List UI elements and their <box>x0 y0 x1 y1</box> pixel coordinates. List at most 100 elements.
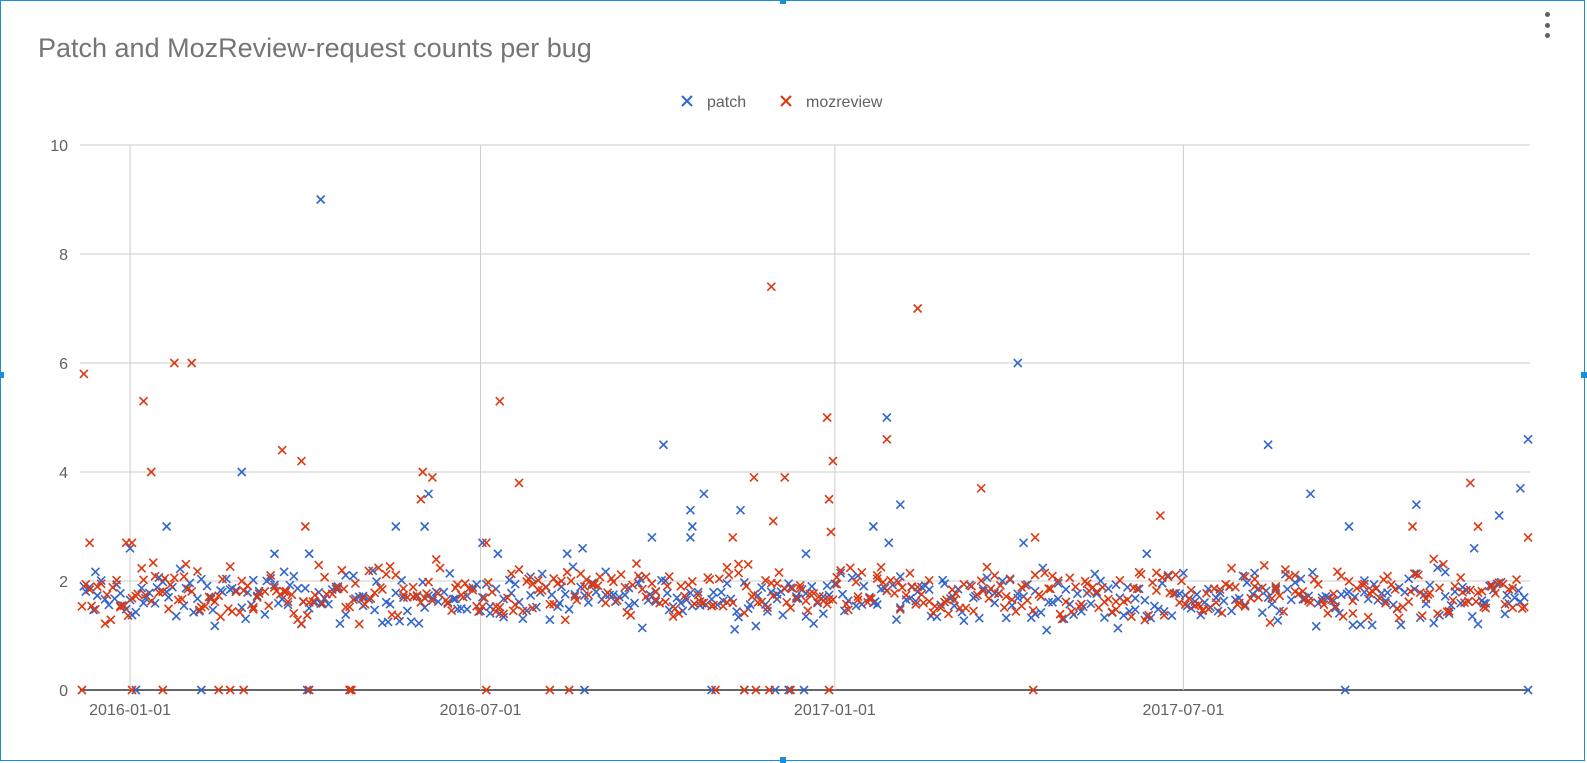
data-point[interactable]: mozreview 2017-11-22: 2.06 <box>1456 572 1466 583</box>
data-point[interactable]: mozreview 2017-10-03: 1.95 <box>1359 579 1369 589</box>
data-point[interactable]: patch 2016-07-16: 2.02 <box>504 575 514 585</box>
data-point[interactable]: patch 2016-02-10: 1.91 <box>202 581 212 591</box>
data-point[interactable]: mozreview 2017-02-13: 1.89 <box>913 582 923 592</box>
data-point[interactable]: mozreview 2016-01-22: 1.93 <box>165 580 176 590</box>
data-point[interactable]: patch 2017-05-28: 1.13 <box>1113 623 1123 633</box>
data-point[interactable]: mozreview 2016-04-10: 1.59 <box>318 598 328 609</box>
data-point[interactable]: mozreview 2016-06-22: 1.71 <box>458 592 468 602</box>
data-point[interactable]: mozreview 2016-02-17: 1.35 <box>216 612 226 622</box>
data-point[interactable]: patch 2016-06-02: 1.51 <box>420 603 430 613</box>
data-point[interactable]: mozreview 2017-06-30: 2.00 <box>1176 576 1187 586</box>
resize-handle-top[interactable] <box>780 0 786 4</box>
data-point[interactable]: mozreview 2017-01-15: 2.16 <box>857 567 867 577</box>
data-point[interactable]: mozreview 2017-06-23: 2.08 <box>1163 572 1173 582</box>
data-point[interactable]: mozreview 2016-03-20: 4.4 <box>277 445 287 455</box>
data-point[interactable]: mozreview 2017-03-28: 1.92 <box>995 580 1006 591</box>
data-point[interactable]: mozreview 2016-12-07: 1.61 <box>782 597 792 607</box>
data-point[interactable]: mozreview 2016-04-02: 1.37 <box>302 610 312 620</box>
data-point[interactable]: patch 2017-02-02: 1.29 <box>891 615 902 625</box>
data-point[interactable]: mozreview 2017-02-04: 1.48 <box>895 604 905 614</box>
data-point[interactable]: mozreview 2017-08-07: 2.04 <box>1250 574 1260 584</box>
data-point[interactable]: mozreview 2017-02-19: 2.01 <box>924 575 934 585</box>
data-point[interactable]: mozreview 2016-01-08: 2.02 <box>138 575 149 585</box>
data-point[interactable]: mozreview 2015-12-08: 5.8 <box>79 369 89 379</box>
data-point[interactable]: mozreview 2016-03-22: 1.81 <box>281 586 291 596</box>
data-point[interactable]: patch 2016-07-10: 2.5 <box>493 549 503 559</box>
data-point[interactable]: mozreview 2016-12-03: 2.15 <box>774 568 784 578</box>
data-point[interactable]: mozreview 2016-11-15: 0 <box>739 685 749 695</box>
data-point[interactable]: mozreview 2017-01-13: 1.71 <box>853 592 863 602</box>
data-point[interactable]: patch 2016-02-07: 0 <box>196 685 206 695</box>
data-point[interactable]: patch 2016-09-19: 1.59 <box>630 598 640 608</box>
data-point[interactable]: mozreview 2016-04-29: 1.21 <box>354 619 364 629</box>
data-point[interactable]: mozreview 2016-08-12: 2.00 <box>556 576 566 586</box>
data-point[interactable]: mozreview 2016-04-26: 1.66 <box>348 595 359 605</box>
data-point[interactable]: mozreview 2016-05-01: 1.69 <box>358 593 368 603</box>
data-point[interactable]: patch 2017-10-03: 1.80 <box>1359 587 1369 597</box>
data-point[interactable]: patch 2016-11-10: 1.11 <box>730 624 740 634</box>
data-point[interactable]: mozreview 2016-12-09: 0 <box>785 685 796 695</box>
data-point[interactable]: mozreview 2017-03-18: 2.01 <box>976 576 986 586</box>
data-point[interactable]: mozreview 2016-11-12: 2.31 <box>734 559 744 569</box>
data-point[interactable]: mozreview 2016-07-04: 2.7 <box>481 538 491 548</box>
data-point[interactable]: mozreview 2016-03-13: 1.55 <box>264 601 274 611</box>
data-point[interactable]: patch 2016-02-25: 1.83 <box>231 585 241 595</box>
data-point[interactable]: mozreview 2016-09-23: 1.85 <box>637 584 647 594</box>
legend-item-patch[interactable]: patch <box>681 94 746 111</box>
data-point[interactable]: mozreview 2017-06-19: 3.2 <box>1155 511 1165 521</box>
data-point[interactable]: mozreview 2016-07-07: 1.80 <box>487 587 497 597</box>
legend-item-mozreview[interactable]: mozreview <box>780 94 883 111</box>
data-point[interactable]: patch 2017-06-03: 1.44 <box>1124 606 1135 616</box>
data-point[interactable]: patch 2016-09-23: 1.14 <box>637 623 647 633</box>
data-point[interactable]: mozreview 2016-11-28: 0 <box>764 685 774 695</box>
data-point[interactable]: patch 2016-06-17: 1.67 <box>449 594 459 604</box>
data-point[interactable]: patch 2017-12-04: 1.59 <box>1479 598 1489 608</box>
data-point[interactable]: patch 2017-05-16: 2.13 <box>1090 569 1100 579</box>
data-point[interactable]: patch 2017-10-05: 1.67 <box>1363 594 1373 604</box>
data-point[interactable]: patch 2016-10-22: 1.79 <box>693 587 703 597</box>
data-point[interactable]: patch 2017-04-24: 1.61 <box>1047 597 1058 607</box>
data-point[interactable]: patch 2016-07-13: 1.34 <box>499 612 509 622</box>
data-point[interactable]: mozreview 2017-08-02: 2.08 <box>1240 572 1250 582</box>
data-point[interactable]: mozreview 2016-10-31: 0 <box>710 685 721 695</box>
data-point[interactable]: mozreview 2016-05-29: 1.74 <box>412 590 422 600</box>
data-point[interactable]: mozreview 2017-12-08: 1.90 <box>1486 581 1497 592</box>
data-point[interactable]: mozreview 2017-08-25: 2.07 <box>1284 572 1294 582</box>
data-point[interactable]: mozreview 2016-09-08: 1.99 <box>608 577 618 587</box>
data-point[interactable]: mozreview 2017-01-23: 2.04 <box>872 574 882 584</box>
data-point[interactable]: patch 2017-11-29: 2.6 <box>1469 543 1479 553</box>
data-point[interactable]: patch 2016-03-16: 1.93 <box>269 580 280 590</box>
data-point[interactable]: mozreview 2017-11-11: 1.87 <box>1434 583 1445 593</box>
data-point[interactable]: mozreview 2017-11-06: 1.78 <box>1425 588 1435 598</box>
data-point[interactable]: mozreview 2017-04-11: 1.64 <box>1022 595 1032 605</box>
data-point[interactable]: mozreview 2016-12-17: 1.64 <box>801 596 811 606</box>
data-point[interactable]: mozreview 2016-01-28: 1.67 <box>177 594 187 604</box>
data-point[interactable]: mozreview 2016-09-28: 1.95 <box>647 578 657 589</box>
data-point[interactable]: patch 2016-01-07: 1.87 <box>137 583 147 593</box>
data-point[interactable]: mozreview 2016-07-04: 0 <box>481 685 491 695</box>
data-point[interactable]: patch 2016-08-02: 2.13 <box>537 569 547 579</box>
data-point[interactable]: patch 2016-04-26: 2.10 <box>348 571 359 581</box>
data-point[interactable]: mozreview 2017-05-09: 1.58 <box>1076 599 1086 609</box>
data-point[interactable]: patch 2017-05-21: 1.33 <box>1099 612 1110 623</box>
data-point[interactable]: mozreview 2017-12-10: 1.77 <box>1490 588 1500 598</box>
data-point[interactable]: mozreview 2017-01-19: 1.68 <box>864 593 875 603</box>
data-point[interactable]: mozreview 2017-10-15: 2.09 <box>1382 571 1393 581</box>
data-point[interactable]: mozreview 2016-04-08: 2.29 <box>314 560 324 570</box>
data-point[interactable]: mozreview 2017-03-21: 2.26 <box>982 562 992 572</box>
data-point[interactable]: patch 2017-08-03: 1.97 <box>1242 578 1252 588</box>
data-point[interactable]: mozreview 2016-12-12: 1.68 <box>791 594 801 604</box>
data-point[interactable]: mozreview 2015-12-07: 0 <box>77 685 87 695</box>
data-point[interactable]: mozreview 2017-09-25: 1.99 <box>1344 576 1354 586</box>
data-point[interactable]: mozreview 2016-02-16: 1.73 <box>214 591 224 601</box>
data-point[interactable]: mozreview 2016-09-04: 1.60 <box>601 598 611 608</box>
data-point[interactable]: mozreview 2017-03-04: 1.65 <box>949 595 959 605</box>
data-point[interactable]: mozreview 2017-08-07: 1.90 <box>1250 581 1260 592</box>
data-point[interactable]: mozreview 2017-06-09: 2.12 <box>1136 569 1146 579</box>
data-point[interactable]: patch 2016-11-24: 1.88 <box>757 582 767 593</box>
resize-handle-right[interactable] <box>1581 372 1587 378</box>
data-point[interactable]: mozreview 2016-09-12: 2.12 <box>616 570 626 580</box>
data-point[interactable]: patch 2017-12-23: 3.7 <box>1515 483 1525 493</box>
data-point[interactable]: mozreview 2016-12-30: 2.9 <box>826 527 836 537</box>
data-point[interactable]: mozreview 2017-01-07: 1.58 <box>841 599 851 609</box>
